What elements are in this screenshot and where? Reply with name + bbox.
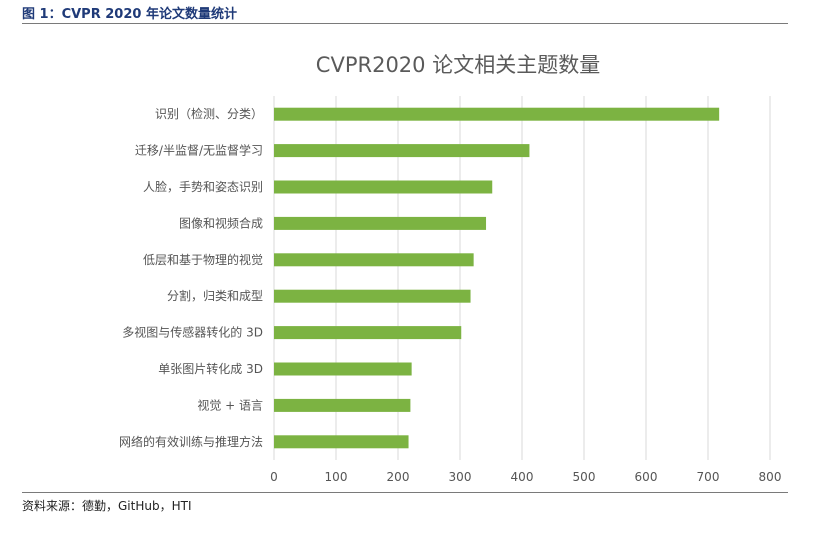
- x-tick-label: 700: [697, 470, 720, 484]
- bar: [274, 326, 462, 340]
- source-note: 资料来源：德勤，GitHub，HTI: [22, 499, 192, 513]
- bars: [274, 107, 720, 449]
- category-label: 多视图与传感器转化的 3D: [122, 325, 263, 340]
- category-labels: 识别（检测、分类） 迁移/半监督/无监督学习人脸，手势和姿态识别图像和视频合成低层…: [119, 106, 263, 449]
- x-tick-label: 500: [573, 470, 596, 484]
- bar: [274, 216, 487, 230]
- top-rule: [22, 23, 788, 24]
- category-label: 识别（检测、分类）: [155, 106, 263, 121]
- category-label: 单张图片转化成 3D: [158, 361, 263, 376]
- bar: [274, 362, 412, 376]
- x-tick-label: 300: [449, 470, 472, 484]
- bar: [274, 253, 474, 267]
- category-label: 图像和视频合成: [179, 215, 263, 230]
- x-tick-label: 800: [759, 470, 782, 484]
- bar: [274, 144, 530, 158]
- x-tick-labels: 0 100 200 300 400 500 600 700 800: [270, 470, 781, 484]
- x-tick-label: 600: [635, 470, 658, 484]
- x-tick-label: 200: [387, 470, 410, 484]
- x-tick-label: 0: [270, 470, 278, 484]
- figure-caption: 图 1：CVPR 2020 年论文数量统计: [22, 7, 237, 22]
- bar: [274, 398, 411, 412]
- bar: [274, 435, 409, 449]
- bar: [274, 180, 493, 194]
- bar: [274, 289, 471, 303]
- category-label: 网络的有效训练与推理方法: [119, 434, 263, 449]
- x-tick-label: 400: [511, 470, 534, 484]
- category-label: 人脸，手势和姿态识别: [143, 180, 263, 194]
- x-tick-label: 100: [325, 470, 348, 484]
- chart-title: CVPR2020 论文相关主题数量: [316, 53, 600, 77]
- category-label: 迁移/半监督/无监督学习: [135, 143, 263, 158]
- category-label: 分割，归类和成型: [167, 288, 263, 303]
- bottom-rule: [22, 492, 788, 493]
- bar: [274, 107, 720, 121]
- category-label: 低层和基于物理的视觉: [143, 252, 263, 267]
- category-label: 视觉 + 语言: [197, 397, 263, 412]
